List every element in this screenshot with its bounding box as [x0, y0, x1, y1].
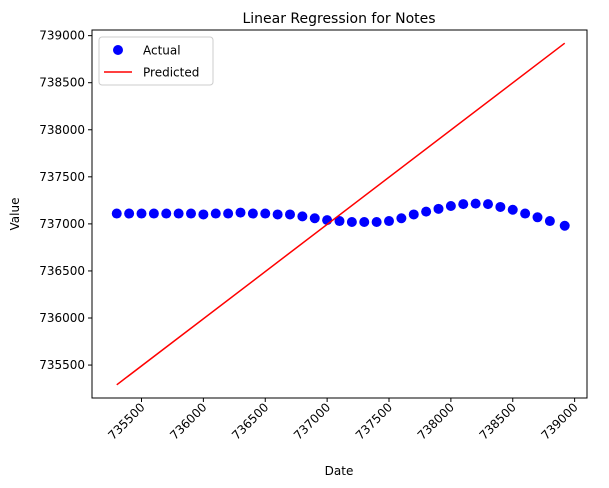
x-tick-label: 737000 — [291, 400, 333, 442]
chart-title: Linear Regression for Notes — [242, 11, 435, 27]
actual-point — [111, 208, 122, 219]
x-tick-label: 736000 — [167, 400, 209, 442]
axes: 735500 736000 736500 737000 737500 738000 7385… — [39, 29, 581, 443]
legend-box — [98, 36, 214, 86]
actual-point — [223, 208, 234, 219]
y-tick-label: 738000 — [39, 123, 85, 137]
actual-point — [483, 199, 493, 210]
actual-point — [161, 208, 172, 219]
actual-point — [272, 209, 283, 220]
actual-point — [433, 203, 444, 214]
x-tick-label: 739000 — [538, 400, 580, 442]
actual-point — [235, 207, 246, 218]
y-tick-label: 735500 — [39, 358, 85, 372]
plot-area — [111, 42, 570, 386]
x-axis-label: Date — [325, 464, 354, 478]
legend-label-actual: Actual — [143, 44, 181, 58]
y-tick-label: 736500 — [39, 264, 85, 278]
legend-marker-actual — [113, 45, 123, 55]
actual-point — [186, 208, 196, 219]
actual-point — [520, 208, 531, 219]
actual-point — [559, 220, 570, 231]
legend: Actual Predicted — [98, 36, 214, 86]
y-axis-label: Value — [8, 198, 22, 231]
actual-point — [396, 213, 407, 224]
actual-point — [470, 198, 481, 209]
actual-point — [507, 204, 518, 215]
x-tick-label: 737500 — [353, 400, 395, 442]
actual-point — [297, 211, 308, 222]
actual-point — [148, 208, 159, 219]
predicted-line — [116, 42, 566, 386]
actual-point — [495, 201, 506, 212]
y-tick-label: 737000 — [39, 217, 85, 231]
y-tick-label: 739000 — [39, 29, 85, 43]
actual-point — [346, 217, 357, 227]
plot-frame — [91, 29, 588, 399]
actual-point — [247, 208, 258, 219]
actual-point — [285, 209, 295, 220]
x-tick-label: 736500 — [229, 400, 271, 442]
x-tick-label: 735500 — [105, 400, 147, 442]
actual-point — [359, 217, 370, 227]
actual-point — [309, 213, 320, 224]
y-tick-label: 736000 — [39, 311, 85, 325]
actual-point — [124, 208, 135, 219]
actual-point — [260, 208, 271, 219]
actual-point — [384, 216, 394, 227]
legend-label-predicted: Predicted — [143, 66, 199, 80]
y-tick-label: 737500 — [39, 170, 85, 184]
actual-point — [334, 216, 345, 227]
actual-point — [210, 208, 221, 219]
x-tick-label: 738000 — [415, 400, 457, 442]
x-tick-label: 738500 — [477, 400, 519, 442]
actual-point — [198, 209, 209, 220]
actual-point — [136, 208, 147, 219]
actual-point — [408, 209, 419, 220]
actual-point — [544, 216, 555, 227]
actual-point — [421, 206, 432, 217]
actual-point — [458, 199, 469, 210]
y-tick-label: 738500 — [39, 76, 85, 90]
actual-point — [532, 212, 543, 223]
actual-point — [371, 217, 382, 227]
actual-point — [445, 201, 456, 211]
actual-point — [173, 208, 184, 219]
